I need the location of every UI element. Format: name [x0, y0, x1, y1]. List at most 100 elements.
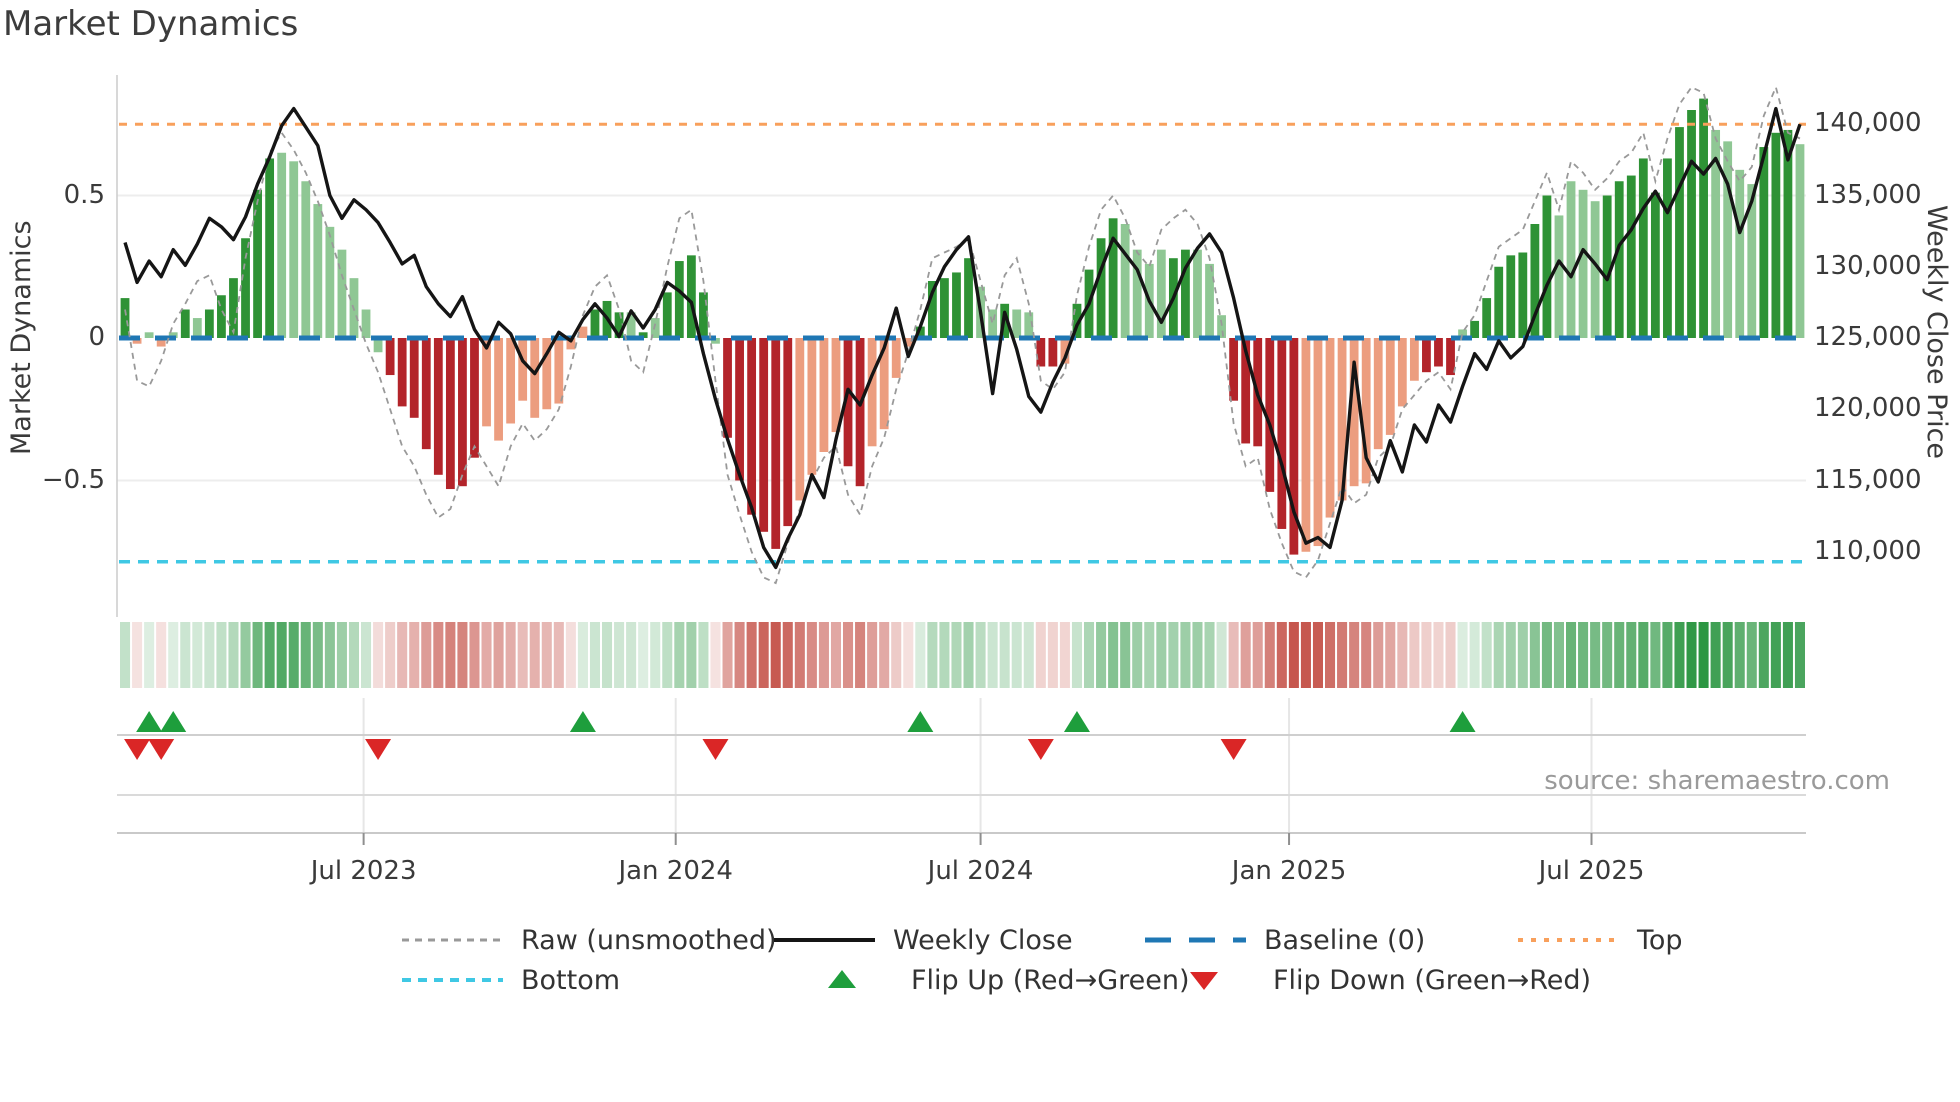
oscillator-bar — [1482, 298, 1492, 338]
oscillator-bar — [1181, 249, 1190, 338]
legend-label: Raw (unsmoothed) — [521, 924, 777, 956]
close-line-swatch-icon — [774, 938, 875, 942]
oscillator-bar — [711, 338, 720, 344]
left-y-tick-label: 0 — [88, 322, 105, 352]
heatmap-cell — [1710, 622, 1721, 688]
heatmap-cell — [963, 622, 974, 688]
heatmap-cell — [1361, 622, 1372, 688]
heatmap-cell — [493, 622, 504, 688]
heatmap-cell — [1120, 622, 1131, 688]
oscillator-bar — [1325, 338, 1335, 518]
heatmap-cell — [1770, 622, 1781, 688]
heatmap-cell — [1662, 622, 1673, 688]
heatmap-cell — [180, 622, 191, 688]
heatmap-cell — [879, 622, 890, 688]
heatmap-cell — [517, 622, 528, 688]
heatmap-cell — [1071, 622, 1082, 688]
heatmap-cell — [264, 622, 275, 688]
oscillator-bar — [843, 338, 853, 467]
oscillator-bar — [1675, 127, 1684, 338]
heatmap-cell — [1481, 622, 1492, 688]
legend-item-baseline: Baseline (0) — [1143, 922, 1425, 958]
oscillator-bar — [156, 338, 166, 347]
oscillator-bar — [1120, 224, 1130, 338]
heatmap-cell — [1300, 622, 1311, 688]
heatmap-cell — [806, 622, 817, 688]
oscillator-bar — [1301, 338, 1311, 552]
oscillator-bar — [1024, 312, 1034, 338]
heatmap-cell — [1541, 622, 1552, 688]
oscillator-bar — [638, 332, 648, 338]
heatmap-cell — [1337, 622, 1348, 688]
heatmap-cell — [939, 622, 950, 688]
heatmap-cell — [481, 622, 492, 688]
oscillator-bar — [1771, 132, 1781, 338]
flip-down-marker — [148, 739, 175, 760]
heatmap-cell — [734, 622, 745, 688]
heatmap-cell — [1674, 622, 1685, 688]
oscillator-bar — [421, 338, 431, 450]
oscillator-bar — [915, 326, 925, 338]
oscillator-bar — [735, 338, 744, 481]
oscillator-bar — [1205, 263, 1214, 338]
oscillator-bar — [1602, 195, 1612, 338]
oscillator-bar — [385, 338, 395, 376]
heatmap-cell — [1011, 622, 1022, 688]
oscillator-bar — [578, 326, 588, 338]
heatmap-cell — [1023, 622, 1034, 688]
heatmap-cell — [770, 622, 781, 688]
right-y-tick-label: 135,000 — [1814, 179, 1922, 210]
oscillator-bar — [1289, 338, 1299, 555]
x-tick-label: Jul 2025 — [1538, 856, 1645, 886]
heatmap-cell — [1698, 622, 1709, 688]
heatmap-cell — [722, 622, 733, 688]
oscillator-bar — [241, 238, 250, 338]
top-line-swatch-icon — [1518, 938, 1619, 942]
heatmap-cell — [228, 622, 239, 688]
legend-label: Flip Up (Red→Green) — [911, 964, 1190, 996]
right-y-tick-label: 130,000 — [1814, 250, 1922, 281]
heatmap-cell — [782, 622, 793, 688]
heatmap-cell — [855, 622, 866, 688]
oscillator-bar — [1494, 266, 1504, 338]
oscillator-bar — [337, 249, 347, 338]
oscillator-bar — [1783, 129, 1793, 338]
heatmap-cell — [746, 622, 757, 688]
heatmap-cell — [1794, 622, 1805, 688]
flip-down-marker — [1027, 739, 1054, 760]
oscillator-bar — [1554, 215, 1564, 338]
heatmap-cell — [144, 622, 155, 688]
oscillator-bar — [253, 189, 262, 338]
oscillator-bar — [807, 338, 817, 475]
oscillator-bar — [952, 272, 961, 338]
oscillator-bar — [1711, 129, 1721, 338]
heatmap-cell — [951, 622, 962, 688]
flip-up-marker — [136, 711, 163, 732]
oscillator-bar — [1313, 338, 1323, 547]
heatmap-cell — [662, 622, 673, 688]
heatmap-cell — [650, 622, 661, 688]
heatmap-cell — [312, 622, 323, 688]
oscillator-bar — [662, 292, 672, 338]
heatmap-cell — [445, 622, 456, 688]
heatmap-cell — [818, 622, 829, 688]
oscillator-bar — [554, 338, 564, 404]
heatmap-cell — [565, 622, 576, 688]
heatmap-cell — [1602, 622, 1613, 688]
heatmap-cell — [300, 622, 311, 688]
oscillator-bar — [482, 338, 491, 427]
heatmap-cell — [1192, 622, 1203, 688]
heatmap-cell — [469, 622, 480, 688]
left-y-tick-label: −0.5 — [41, 464, 105, 495]
heatmap-cell — [1614, 622, 1625, 688]
flip-down-marker — [365, 739, 392, 760]
heatmap-cell — [1325, 622, 1336, 688]
oscillator-bar — [759, 338, 769, 532]
legend-label: Weekly Close — [893, 924, 1073, 956]
oscillator-bar — [506, 338, 516, 424]
x-tick-label: Jan 2024 — [618, 856, 733, 886]
oscillator-bar — [940, 278, 949, 338]
oscillator-bar — [988, 309, 998, 338]
